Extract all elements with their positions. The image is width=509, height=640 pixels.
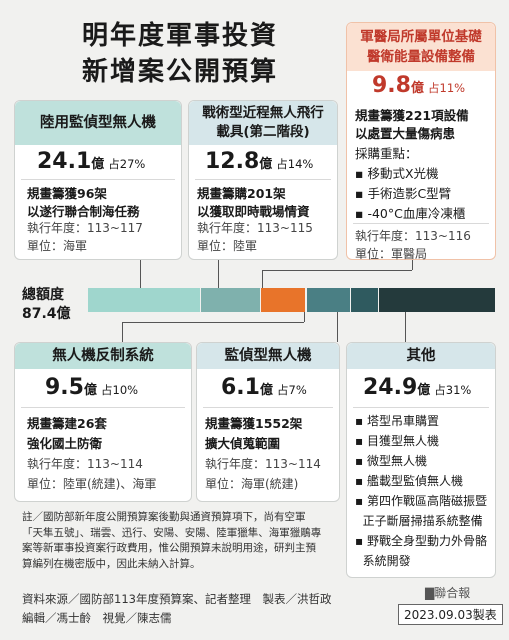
- card-others-item: 系統開發: [362, 554, 411, 568]
- card-surv-uav-amount: 6.1億 占7%: [221, 375, 307, 400]
- credits-line: 編輯／馮士齡 視覺／陳志儒: [22, 611, 172, 625]
- card-medical-title-2: 醫衛能量設備整備: [367, 49, 475, 65]
- card-counter-uav-amount: 9.5億 占10%: [45, 375, 139, 400]
- footnote-line: 「天隼五號」、瑞雲、迅行、安陽、安陽、陸軍獵隼、海軍獵鵰專: [22, 526, 322, 539]
- card-medical-focus-label: 採購重點：: [355, 146, 418, 161]
- card-others-item: 正子斷層掃描系統整備: [362, 514, 483, 528]
- footnote-line: 註／國防部新年度公開預算案後勤與通資預算項下，尚有空軍: [22, 511, 306, 523]
- card-land-uav: 陸用監偵型無人機 24.1億 占27% 規畫籌獲96架 以遂行聯合制海任務 執行年…: [14, 100, 182, 260]
- connector-tactical-uav: [218, 260, 219, 288]
- footnote: 註／國防部新年度公開預算案後勤與通資預算項下，尚有空軍 「天隼五號」、瑞雲、迅行…: [22, 510, 352, 572]
- connector-others: [405, 312, 406, 342]
- card-counter-uav-unit: 單位：陸軍(統建)、海軍: [27, 477, 157, 491]
- footnote-line: 算編列在機密版中，因此未納入計算。: [22, 557, 201, 570]
- card-tactical-uav-amount: 12.8億 占14%: [205, 149, 314, 174]
- card-tactical-uav-line-1: 規畫籌購201架: [197, 186, 286, 201]
- card-counter-uav-divider: [21, 407, 185, 408]
- card-others: 其他 24.9億 占31% ▪ 塔型吊車購置 ▪ 目獲型無人機 ▪ 微型無人機 ▪…: [346, 342, 496, 578]
- card-medical-header: 軍醫局所屬單位基礎 醫衛能量設備整備: [347, 23, 495, 71]
- card-counter-uav-header: 無人機反制系統: [15, 343, 191, 369]
- connector-counter-uav-v: [304, 312, 305, 322]
- connector-counter-uav-h: [122, 322, 304, 323]
- card-land-uav-header: 陸用監偵型無人機: [15, 101, 181, 145]
- card-counter-uav: 無人機反制系統 9.5億 占10% 規畫籌建26套 強化國土防衛 執行年度：113…: [14, 342, 192, 502]
- card-land-uav-year: 執行年度：113~117: [27, 221, 143, 235]
- card-land-uav-line-2: 以遂行聯合制海任務: [27, 204, 140, 219]
- card-medical-year: 執行年度：113~116: [355, 229, 471, 243]
- card-others-item: ▪ 塔型吊車購置: [355, 414, 439, 428]
- title-line-2: 新增案公開預算: [81, 57, 278, 87]
- publisher-logo: ▇聯合報: [425, 586, 471, 600]
- total-budget-title: 總額度: [22, 287, 64, 303]
- card-surv-uav-unit: 單位：海軍(統建): [205, 477, 299, 491]
- bar-segment: [200, 288, 260, 312]
- card-others-amount: 24.9億 占31%: [363, 375, 472, 400]
- card-medical-divider: [353, 223, 489, 224]
- card-tactical-uav-line-2: 以獲取即時戰場情資: [197, 204, 310, 219]
- source-credits: 資料來源／國防部113年度預算案、記者整理 製表／洪哲政 編輯／馮士齡 視覺／陳…: [22, 590, 362, 628]
- bar-segment: [306, 288, 350, 312]
- card-land-uav-amount: 24.1億 占27%: [37, 149, 146, 174]
- card-land-uav-unit: 單位：海軍: [27, 239, 88, 253]
- card-others-list: ▪ 塔型吊車購置 ▪ 目獲型無人機 ▪ 微型無人機 ▪ 艦載型監偵無人機 ▪ 第…: [355, 411, 487, 571]
- card-others-item: ▪ 微型無人機: [355, 454, 427, 468]
- card-others-item: ▪ 第四作戰區高階磁振暨: [355, 494, 487, 508]
- card-tactical-uav: 戰術型近程無人飛行 載具(第二階段) 12.8億 占14% 規畫籌購201架 以獲…: [188, 100, 338, 260]
- title-line-1: 明年度軍事投資: [81, 21, 278, 51]
- card-medical-item-3: ▪ -40°C血庫冷凍櫃: [355, 206, 466, 221]
- bar-segment: [260, 288, 306, 312]
- card-surv-uav: 監偵型無人機 6.1億 占7% 規畫籌獲1552架 擴大偵蒐範圍 執行年度：113…: [196, 342, 340, 502]
- card-medical: 軍醫局所屬單位基礎 醫衛能量設備整備 9.8億 占11% 規畫籌獲221項設備 以…: [346, 22, 496, 261]
- card-medical-plan-1: 規畫籌獲221項設備: [355, 108, 469, 123]
- card-counter-uav-year: 執行年度：113~114: [27, 457, 143, 471]
- card-others-header: 其他: [347, 343, 495, 369]
- card-tactical-uav-year: 執行年度：113~115: [197, 221, 313, 235]
- card-medical-item-1: ▪ 移動式X光機: [355, 166, 439, 181]
- card-others-divider: [353, 407, 489, 408]
- card-counter-uav-line-2: 強化國土防衛: [27, 436, 103, 451]
- total-budget-label: 總額度 87.4億: [22, 286, 71, 324]
- card-medical-item-2: ▪ 手術造影C型臂: [355, 186, 452, 201]
- card-others-item: ▪ 艦載型監偵無人機: [355, 474, 463, 488]
- card-surv-uav-year: 執行年度：113~114: [205, 457, 321, 471]
- card-surv-uav-header: 監偵型無人機: [197, 343, 339, 369]
- bar-segment: [88, 288, 200, 312]
- card-surv-uav-divider: [203, 407, 333, 408]
- card-surv-uav-line-2: 擴大偵蒐範圍: [205, 436, 281, 451]
- card-medical-title-1: 軍醫局所屬單位基礎: [360, 29, 482, 45]
- card-counter-uav-line-1: 規畫籌建26套: [27, 416, 107, 431]
- connector-land-uav: [140, 260, 141, 288]
- card-land-uav-line-1: 規畫籌獲96架: [27, 186, 107, 201]
- connector-medical-v: [412, 260, 413, 270]
- card-medical-unit: 單位：軍醫局: [355, 247, 428, 261]
- card-tactical-uav-unit: 單位：陸軍: [197, 239, 258, 253]
- total-budget-value: 87.4億: [22, 306, 71, 322]
- card-tactical-uav-title-2: 載具(第二階段): [216, 124, 310, 140]
- card-others-item: ▪ 野戰全身型動力外骨骼: [355, 534, 487, 548]
- page-title: 明年度軍事投資 新增案公開預算: [30, 18, 330, 90]
- bar-segment: [379, 288, 495, 312]
- card-medical-amount: 9.8億 占11%: [372, 73, 466, 98]
- card-land-uav-divider: [21, 179, 175, 180]
- date-stamp: 2023.09.03製表: [398, 604, 503, 625]
- card-others-item: ▪ 目獲型無人機: [355, 434, 439, 448]
- card-tactical-uav-divider: [195, 179, 331, 180]
- bar-segment: [350, 288, 379, 312]
- connector-medical-h: [262, 270, 412, 271]
- connector-surv-uav: [337, 312, 338, 342]
- connector-counter-uav: [122, 322, 123, 342]
- card-medical-plan-2: 以處置大量傷病患: [355, 126, 456, 141]
- connector-medical: [262, 270, 263, 288]
- source-line: 資料來源／國防部113年度預算案、記者整理 製表／洪哲政: [22, 592, 332, 606]
- footnote-line: 案等新軍事投資案行政費用，惟公開預算未說明用途，研判主預: [22, 542, 316, 554]
- card-tactical-uav-title-1: 戰術型近程無人飛行: [202, 105, 324, 121]
- card-surv-uav-line-1: 規畫籌獲1552架: [205, 416, 303, 431]
- card-tactical-uav-header: 戰術型近程無人飛行 載具(第二階段): [189, 101, 337, 145]
